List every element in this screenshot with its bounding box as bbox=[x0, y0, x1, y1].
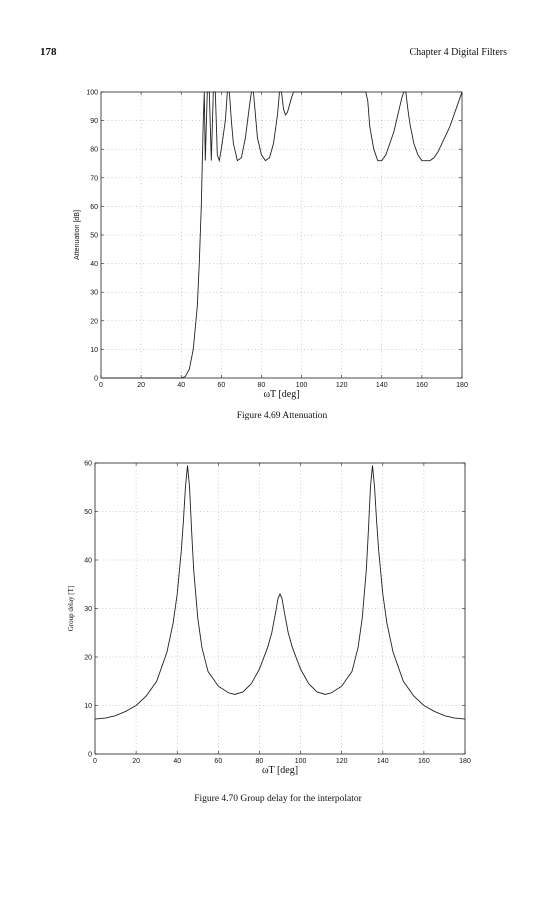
figure-caption: Figure 4.70 Group delay for the interpol… bbox=[194, 793, 362, 804]
x-axis-label: ωT [deg] bbox=[263, 389, 299, 400]
x-tick-label: 140 bbox=[377, 758, 389, 765]
y-tick-label: 20 bbox=[84, 655, 92, 662]
running-head: Chapter 4 Digital Filters bbox=[410, 47, 508, 58]
y-tick-label: 0 bbox=[88, 752, 92, 759]
x-tick-label: 40 bbox=[177, 382, 185, 389]
x-tick-label: 180 bbox=[459, 758, 471, 765]
x-tick-label: 100 bbox=[295, 758, 307, 765]
x-tick-label: 60 bbox=[217, 382, 225, 389]
y-tick-label: 90 bbox=[90, 118, 98, 125]
y-tick-label: 30 bbox=[84, 606, 92, 613]
y-axis-label: Attenuation [dB] bbox=[74, 210, 81, 260]
data-line bbox=[101, 91, 462, 379]
page-number: 178 bbox=[40, 46, 57, 58]
x-tick-label: 120 bbox=[336, 758, 348, 765]
y-axis-label: Group delay [T] bbox=[67, 586, 75, 631]
x-tick-label: 60 bbox=[214, 758, 222, 765]
x-tick-label: 40 bbox=[173, 758, 181, 765]
y-tick-label: 20 bbox=[90, 318, 98, 325]
y-tick-label: 80 bbox=[90, 147, 98, 154]
x-tick-label: 80 bbox=[256, 758, 264, 765]
figure-caption: Figure 4.69 Attenuation bbox=[237, 411, 328, 421]
plot-frame bbox=[94, 462, 466, 755]
x-tick-label: 160 bbox=[418, 758, 430, 765]
x-tick-label: 0 bbox=[93, 758, 97, 765]
data-line bbox=[95, 465, 465, 720]
y-tick-label: 30 bbox=[90, 290, 98, 297]
y-tick-label: 100 bbox=[86, 90, 98, 97]
x-tick-label: 120 bbox=[336, 382, 348, 389]
y-tick-label: 40 bbox=[84, 558, 92, 565]
x-tick-label: 180 bbox=[456, 382, 468, 389]
x-tick-label: 100 bbox=[296, 382, 308, 389]
x-tick-label: 0 bbox=[99, 382, 103, 389]
x-tick-label: 140 bbox=[376, 382, 388, 389]
x-tick-label: 160 bbox=[416, 382, 428, 389]
x-tick-label: 20 bbox=[137, 382, 145, 389]
y-tick-label: 60 bbox=[90, 204, 98, 211]
plot-frame bbox=[100, 91, 463, 379]
y-tick-label: 50 bbox=[90, 233, 98, 240]
x-tick-label: 20 bbox=[132, 758, 140, 765]
x-axis-label: ωT [deg] bbox=[262, 765, 298, 776]
y-tick-label: 10 bbox=[84, 703, 92, 710]
y-tick-label: 50 bbox=[84, 509, 92, 516]
y-tick-label: 60 bbox=[84, 461, 92, 468]
x-tick-label: 80 bbox=[258, 382, 266, 389]
y-tick-label: 40 bbox=[90, 261, 98, 268]
y-tick-label: 10 bbox=[90, 347, 98, 354]
y-tick-label: 70 bbox=[90, 175, 98, 182]
y-tick-label: 0 bbox=[94, 376, 98, 383]
